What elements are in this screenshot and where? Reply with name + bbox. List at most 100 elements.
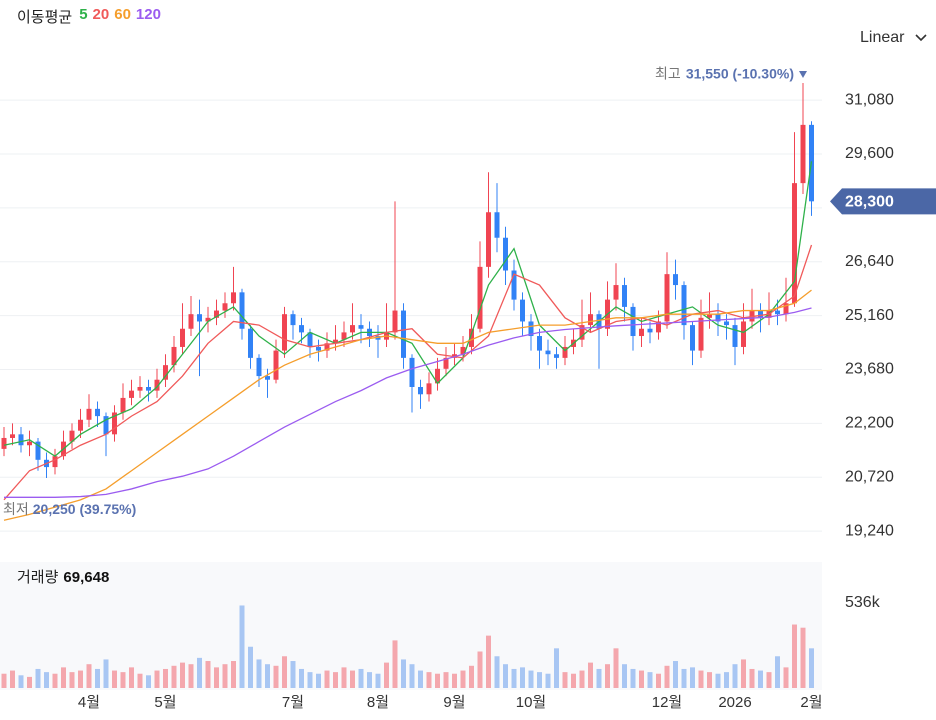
candle-body — [163, 365, 168, 380]
x-tick-label: 2026 — [718, 694, 751, 711]
ma-line — [3, 244, 813, 501]
volume-bar — [290, 661, 296, 688]
candle-body — [639, 328, 644, 337]
volume-bar — [452, 673, 457, 688]
volume-bar — [520, 667, 525, 688]
candle-body — [469, 328, 474, 347]
volume-bar — [265, 664, 270, 688]
volume-bar — [86, 664, 92, 688]
low-marker-value: 20,250 (39.75%) — [33, 501, 137, 517]
candle-body — [511, 270, 517, 300]
candle-body — [350, 325, 355, 333]
volume-bar — [367, 672, 372, 688]
candle-body — [154, 379, 160, 391]
volume-bar — [800, 627, 806, 688]
candle-body — [435, 368, 440, 384]
scale-selector[interactable]: Linear — [860, 29, 927, 46]
volume-bar — [664, 665, 670, 688]
candle-body — [647, 328, 653, 333]
candle-body — [341, 332, 347, 340]
candle-body — [418, 386, 423, 395]
y-tick-label: 23,680 — [845, 361, 894, 378]
volume-bar — [307, 672, 313, 688]
candle-body — [35, 441, 41, 460]
volume-bar — [256, 659, 262, 688]
volume-bar — [554, 648, 559, 688]
volume-bar — [605, 664, 610, 688]
candle-body — [486, 212, 491, 267]
volume-bar — [103, 659, 109, 688]
scale-option[interactable]: Linear — [860, 29, 905, 46]
volume-bar — [792, 624, 797, 688]
x-tick-label: 5월 — [154, 694, 176, 711]
volume-bar — [273, 665, 279, 688]
volume-bar — [749, 668, 755, 688]
candle-body — [129, 390, 134, 398]
candle-body — [316, 346, 321, 351]
volume-bar — [622, 664, 627, 688]
high-marker-label: 최고 — [655, 66, 681, 82]
ma-legend-title: 이동평균 — [17, 9, 73, 26]
high-marker — [799, 71, 807, 79]
candle-body — [758, 310, 763, 318]
candle-body — [86, 408, 92, 420]
volume-bar — [78, 670, 83, 688]
candle-body — [333, 339, 338, 344]
volume-bar — [435, 673, 440, 688]
volume-bar — [528, 670, 534, 688]
volume-bar — [673, 661, 678, 688]
volume-bar — [129, 667, 134, 688]
candle-body — [673, 274, 678, 286]
volume-bar — [469, 665, 474, 688]
volume-bar — [418, 670, 423, 688]
volume-bar — [1, 673, 7, 688]
volume-bar — [401, 659, 406, 688]
volume-bar — [44, 672, 49, 688]
volume-bar — [460, 670, 466, 688]
volume-bar — [214, 667, 219, 688]
volume-bar — [809, 648, 814, 688]
volume-last: 69,648 — [63, 569, 109, 586]
volume-bar — [562, 672, 568, 688]
candle-body — [783, 303, 789, 315]
candle-body — [392, 310, 398, 333]
y-tick-label: 26,640 — [845, 253, 894, 270]
y-tick-label: 22,200 — [845, 415, 894, 432]
volume-bar — [163, 668, 168, 688]
volume-bar — [171, 665, 177, 688]
low-marker-label: 최저 — [3, 501, 29, 517]
candle-body — [103, 416, 109, 435]
y-tick-label: 31,080 — [845, 91, 894, 108]
volume-bar — [27, 676, 32, 688]
candle-body — [290, 314, 296, 326]
candle-body — [248, 328, 253, 358]
volume-bar — [647, 672, 653, 688]
candle-body — [613, 285, 619, 300]
last-price-label: 28,300 — [845, 194, 894, 211]
volume-bar — [443, 672, 449, 688]
volume-bar — [384, 662, 389, 688]
candle-body — [358, 325, 364, 329]
volume-bar — [324, 670, 330, 688]
volume-bar — [350, 670, 355, 688]
volume-bar — [715, 673, 721, 688]
volume-bar — [146, 675, 151, 688]
x-tick-label: 7월 — [282, 694, 304, 711]
volume-tick-label: 536k — [845, 594, 881, 611]
volume-bar — [630, 668, 636, 688]
candle-body — [256, 357, 262, 377]
candle-body — [656, 321, 661, 333]
x-tick-label: 2월 — [800, 694, 822, 711]
high-marker-value: 31,550 (-10.30%) — [686, 66, 794, 82]
dropdown-chevron[interactable] — [915, 34, 927, 42]
x-tick-label: 9월 — [443, 694, 465, 711]
candle-body — [137, 386, 143, 391]
volume-bar — [426, 672, 432, 688]
candle-body — [443, 357, 449, 369]
volume-bar — [783, 667, 789, 688]
candle-body — [554, 354, 559, 358]
candle-body — [460, 346, 466, 355]
ma-line — [3, 161, 813, 457]
volume-bar — [112, 670, 117, 688]
